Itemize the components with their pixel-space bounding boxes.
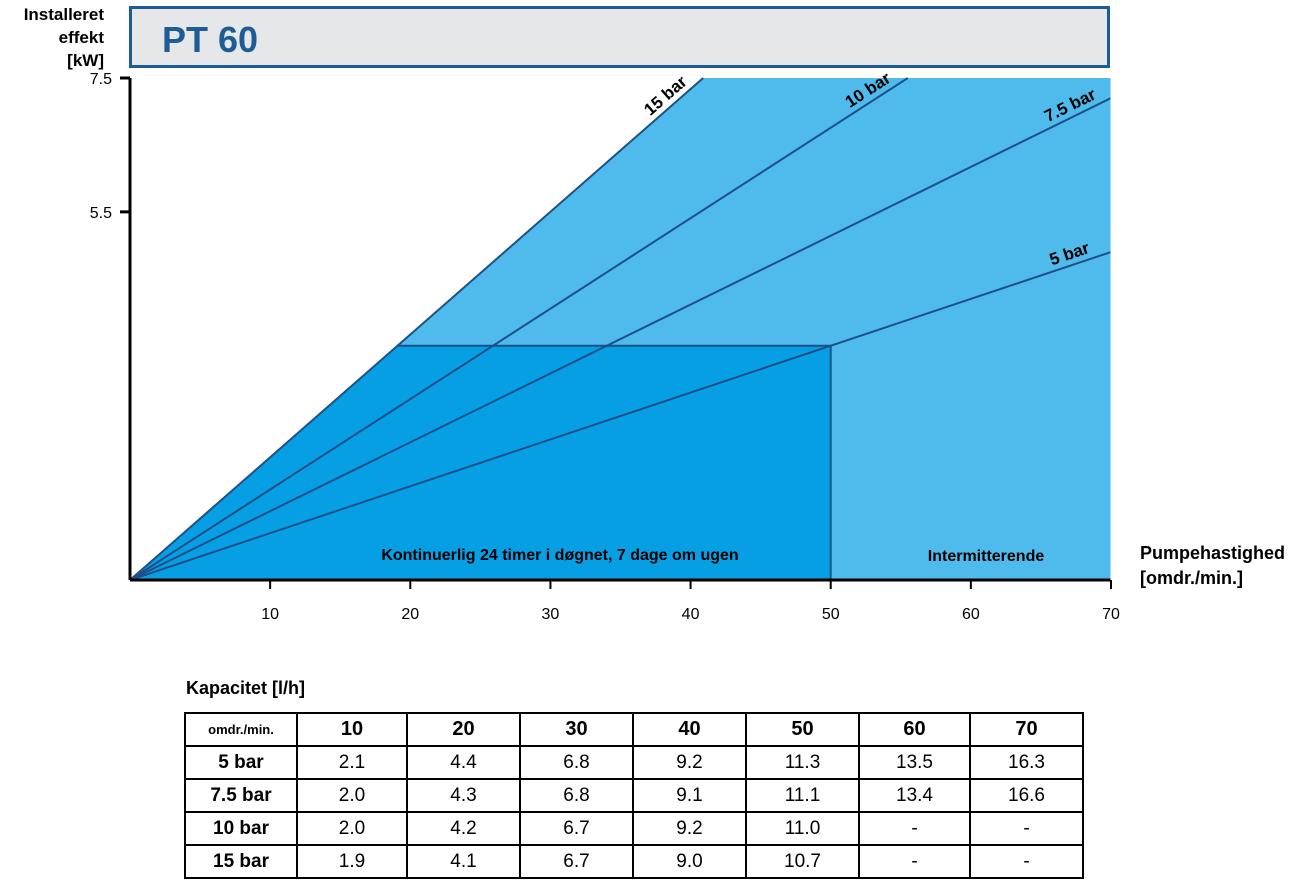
x-tick-label: 20 — [401, 606, 419, 623]
capacity-table: omdr./min. 10 20 30 40 50 60 70 5 bar 2.1 4.4 6.8 9.… — [184, 712, 1084, 879]
table-cell: 4.4 — [406, 745, 521, 780]
table-cell: 6.7 — [519, 844, 634, 879]
table-cell: 4.1 — [406, 844, 521, 879]
table-cell: 9.1 — [632, 778, 747, 813]
table-cell: - — [858, 811, 971, 846]
x-tick-label: 30 — [542, 606, 560, 623]
chart-title-box: PT 60 — [129, 6, 1110, 68]
region-label-continuous: Kontinuerlig 24 timer i døgnet, 7 dage o… — [381, 547, 738, 564]
table-row: 10 bar 2.0 4.2 6.7 9.2 11.0- - — [184, 811, 1084, 846]
table-column-header: 60 — [858, 712, 971, 747]
y-tick-label: 5.5 — [90, 205, 112, 222]
table-cell: 9.2 — [632, 811, 747, 846]
table-column-header: 20 — [406, 712, 521, 747]
table-cell: 13.5 — [858, 745, 971, 780]
table-row-header: 7.5 bar — [184, 778, 298, 813]
table-cell: - — [969, 844, 1084, 879]
table-cell: 6.8 — [519, 778, 634, 813]
series-line-15-bar — [129, 77, 704, 581]
table-column-header: 50 — [745, 712, 860, 747]
table-cell: - — [858, 844, 971, 879]
series-line-5-bar — [129, 251, 1112, 581]
x-tick-label: 60 — [962, 606, 980, 623]
table-caption: Kapacitet [l/h] — [186, 678, 306, 698]
region-label-intermittent: Intermitterende — [928, 548, 1045, 565]
table-cell: 9.0 — [632, 844, 747, 879]
table-header-row: omdr./min. 10 20 30 40 50 60 70 — [184, 712, 1084, 747]
x-tick-label: 70 — [1102, 606, 1120, 623]
table-column-header: 10 — [296, 712, 408, 747]
table-cell: - — [969, 811, 1084, 846]
table-row: 15 bar 1.9 4.1 6.7 9.0 10.7- - — [184, 844, 1084, 879]
chart-title: PT 60 — [162, 19, 259, 60]
table-cell: 9.2 — [632, 745, 747, 780]
table-cell: 13.4 — [858, 778, 971, 813]
table-cell: 11.3 — [745, 745, 860, 780]
series-line-10-bar — [129, 77, 909, 581]
table-cell: 11.1 — [745, 778, 860, 813]
table-column-header: 70 — [969, 712, 1084, 747]
table-cell: 10.7 — [745, 844, 860, 879]
table-cell: 16.3 — [969, 745, 1084, 780]
x-tick-label: 50 — [822, 606, 840, 623]
table-cell: 6.8 — [519, 745, 634, 780]
x-tick-label: 40 — [682, 606, 700, 623]
table-row: 7.5 bar 2.0 4.3 6.8 9.1 11.1 13.4 16.6 — [184, 778, 1084, 813]
table-cell: 4.2 — [406, 811, 521, 846]
table-cell: 6.7 — [519, 811, 634, 846]
y-tick-label: 7.5 — [90, 71, 112, 88]
table-cell: 4.3 — [406, 778, 521, 813]
table-cell: 2.0 — [296, 811, 408, 846]
table-cell: 11.0 — [745, 811, 860, 846]
table-column-header: 30 — [519, 712, 634, 747]
y-axis-label: Installeret — [24, 5, 105, 24]
table-row: 5 bar 2.1 4.4 6.8 9.2 11.3 13.5 16.3 — [184, 745, 1084, 780]
table-row-header: 10 bar — [184, 811, 298, 846]
table-row-header: 5 bar — [184, 745, 298, 780]
table-cell: 2.0 — [296, 778, 408, 813]
table-cell: 16.6 — [969, 778, 1084, 813]
x-tick-label: 10 — [261, 606, 279, 623]
table-row-header: 15 bar — [184, 844, 298, 879]
x-axis-label: Pumpehastighed — [1140, 543, 1285, 563]
y-axis-label: effekt — [59, 28, 105, 47]
table-cell: 2.1 — [296, 745, 408, 780]
x-axis-label: [omdr./min.] — [1140, 568, 1243, 588]
table-column-header: 40 — [632, 712, 747, 747]
table-corner-label: omdr./min. — [184, 712, 298, 747]
table-cell: 1.9 — [296, 844, 408, 879]
y-axis-label: [kW] — [67, 51, 104, 70]
series-line-7-5-bar — [129, 97, 1112, 581]
